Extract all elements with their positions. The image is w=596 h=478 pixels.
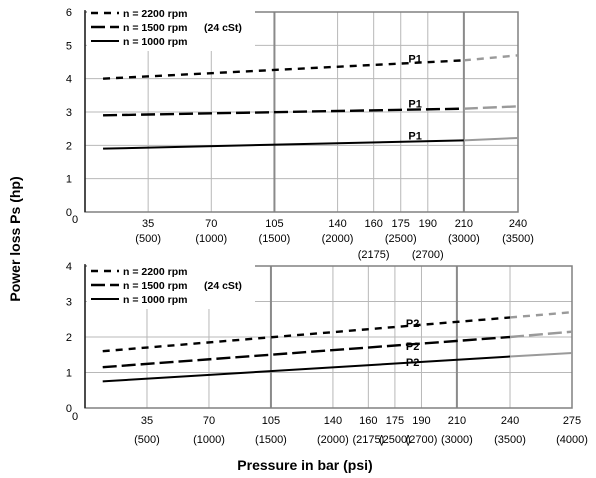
series-line-segment xyxy=(509,310,573,319)
legend-entry: n = 1000 rpm xyxy=(123,294,188,306)
series-line-segment xyxy=(463,137,519,142)
x-tick-psi-label: (2700) xyxy=(412,249,444,261)
legend-entry: n = 1500 rpm xyxy=(123,22,188,34)
y-tick-label: 3 xyxy=(66,297,72,309)
x-tick-psi-label: (500) xyxy=(134,434,160,446)
y-tick-label: 0 xyxy=(66,207,72,219)
y-tick-label: 1 xyxy=(66,368,72,380)
x-tick-psi-label: (3500) xyxy=(502,233,534,245)
series-line-segment xyxy=(103,107,464,117)
y-tick-label: 1 xyxy=(66,174,72,186)
x-tick-label: 275 xyxy=(563,415,581,427)
x-tick-psi-label: (2000) xyxy=(317,434,349,446)
series-line-segment xyxy=(463,54,519,62)
x-tick-label: 190 xyxy=(419,218,437,230)
x-tick-label: 240 xyxy=(501,415,519,427)
y-tick-label: 2 xyxy=(66,140,72,152)
curve-annotation: P2 xyxy=(406,318,419,330)
x-tick-psi-label: (1000) xyxy=(195,233,227,245)
curve-annotation: P1 xyxy=(408,54,421,66)
x-tick-label: 0 xyxy=(72,411,78,423)
x-tick-label: 35 xyxy=(142,218,154,230)
curve-annotation: P1 xyxy=(408,130,421,142)
x-tick-label: 35 xyxy=(141,415,153,427)
y-tick-label: 2 xyxy=(66,332,72,344)
legend-viscosity: (24 cSt) xyxy=(204,22,242,34)
x-tick-psi-label: (2000) xyxy=(322,233,354,245)
y-tick-label: 6 xyxy=(66,7,72,19)
x-tick-label: 70 xyxy=(205,218,217,230)
series-line-segment xyxy=(103,139,464,150)
y-tick-label: 3 xyxy=(66,107,72,119)
x-tick-label: 190 xyxy=(412,415,430,427)
x-tick-label: 140 xyxy=(324,415,342,427)
x-tick-psi-label: (1000) xyxy=(193,434,225,446)
x-tick-psi-label: (4000) xyxy=(556,434,588,446)
legend-entry: n = 2200 rpm xyxy=(123,266,188,278)
y-tick-label: 4 xyxy=(66,261,72,273)
x-tick-psi-label: (500) xyxy=(135,233,161,245)
x-tick-psi-label: (2175) xyxy=(358,249,390,261)
series-line-segment xyxy=(509,351,573,358)
x-tick-label: 160 xyxy=(364,218,382,230)
legend-box xyxy=(87,7,255,51)
x-tick-psi-label: (2500) xyxy=(385,233,417,245)
series-line-segment xyxy=(102,316,511,353)
x-axis-title: Pressure in bar (psi) xyxy=(237,457,372,473)
series-line-segment xyxy=(102,335,511,369)
legend-entry: n = 2200 rpm xyxy=(123,8,188,20)
legend-entry: n = 1000 rpm xyxy=(123,36,188,48)
y-tick-label: 4 xyxy=(66,74,72,86)
curve-annotation: P2 xyxy=(406,341,419,353)
y-tick-label: 5 xyxy=(66,40,72,52)
x-tick-label: 175 xyxy=(386,415,404,427)
x-tick-label: 0 xyxy=(72,214,78,226)
series-line-segment xyxy=(102,355,511,383)
y-axis-title: Power loss Ps (hp) xyxy=(7,176,23,301)
x-tick-label: 210 xyxy=(455,218,473,230)
legend-box xyxy=(87,265,255,309)
x-tick-label: 175 xyxy=(392,218,410,230)
series-line-segment xyxy=(463,105,519,110)
x-tick-label: 105 xyxy=(265,218,283,230)
x-tick-label: 140 xyxy=(328,218,346,230)
x-tick-label: 210 xyxy=(448,415,466,427)
series-line-segment xyxy=(102,59,464,80)
chart-panel-bottom: 0 1 2 3 4 0 35 (500) 70 (1000) 105 (1500) 140 (2000) 1… xyxy=(66,261,588,446)
y-tick-label: 0 xyxy=(66,403,72,415)
x-tick-psi-label: (1500) xyxy=(255,434,287,446)
x-tick-label: 105 xyxy=(262,415,280,427)
x-tick-psi-label: (1500) xyxy=(259,233,291,245)
x-tick-psi-label: (2700) xyxy=(406,434,438,446)
x-tick-psi-label: (3500) xyxy=(494,434,526,446)
legend-entry: n = 1500 rpm xyxy=(123,280,188,292)
x-tick-label: 240 xyxy=(509,218,527,230)
x-tick-label: 160 xyxy=(359,415,377,427)
x-tick-psi-label: (2500) xyxy=(379,434,411,446)
x-tick-psi-label: (2175) xyxy=(352,434,384,446)
curve-annotation: P1 xyxy=(408,99,421,111)
x-tick-psi-label: (3000) xyxy=(441,434,473,446)
legend-viscosity: (24 cSt) xyxy=(204,280,242,292)
x-tick-label: 70 xyxy=(203,415,215,427)
series-line-segment xyxy=(509,330,573,339)
chart-panel-top: 0 1 2 3 4 5 6 0 35 (500) 70 (1000) 105 (1500) 140 (2000… xyxy=(66,7,534,261)
curve-annotation: P2 xyxy=(406,357,419,369)
x-tick-psi-label: (3000) xyxy=(448,233,480,245)
